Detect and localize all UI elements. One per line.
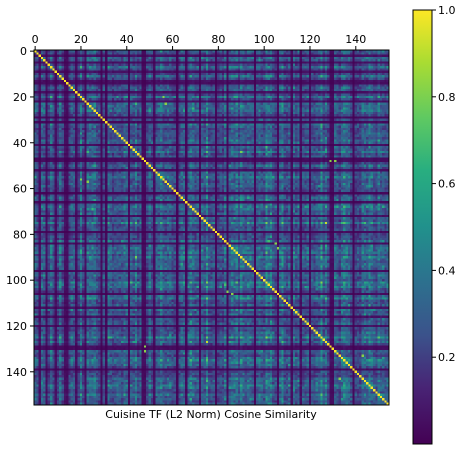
y-tick-label: 60 — [13, 183, 27, 196]
colorbar-tick-label: 0.4 — [438, 264, 456, 277]
x-tick-label: 40 — [120, 33, 134, 46]
x-tick-label: 100 — [254, 33, 275, 46]
x-axis-label: Cuisine TF (L2 Norm) Cosine Similarity — [105, 408, 317, 421]
x-tick-label: 60 — [166, 33, 180, 46]
y-tick-label: 0 — [20, 45, 27, 58]
colorbar-tick-label: 1.0 — [438, 4, 456, 17]
colorbar: 0.2 0.4 0.6 0.8 1.0 — [412, 4, 456, 445]
colorbar-tick-label: 0.6 — [438, 178, 456, 191]
x-tick-label: 20 — [74, 33, 88, 46]
plot-frame — [33, 49, 390, 406]
x-tick-label: 120 — [299, 33, 320, 46]
colorbar-frame — [412, 9, 433, 445]
x-tick-label: 140 — [345, 33, 366, 46]
y-tick-label: 80 — [13, 228, 27, 241]
y-tick-label: 20 — [13, 91, 27, 104]
y-axis-ticks: 0 20 40 60 80 100 120 140 — [6, 45, 34, 379]
colorbar-gradient — [413, 10, 432, 444]
x-axis-ticks: 0 20 40 60 80 100 120 140 — [32, 33, 366, 50]
y-tick-label: 140 — [6, 366, 27, 379]
heatmap-cells — [34, 50, 389, 405]
colorbar-tick-label: 0.2 — [438, 351, 456, 364]
colorbar-ticks: 0.2 0.4 0.6 0.8 1.0 — [432, 4, 456, 364]
x-tick-label: 0 — [32, 33, 39, 46]
y-tick-label: 100 — [6, 274, 27, 287]
heatmap-plot: 0 20 40 60 80 100 120 140 0 20 40 60 80 100 120 140 Cu… — [6, 33, 390, 421]
colorbar-tick-label: 0.8 — [438, 91, 456, 104]
y-tick-label: 40 — [13, 137, 27, 150]
x-tick-label: 80 — [211, 33, 225, 46]
y-tick-label: 120 — [6, 320, 27, 333]
